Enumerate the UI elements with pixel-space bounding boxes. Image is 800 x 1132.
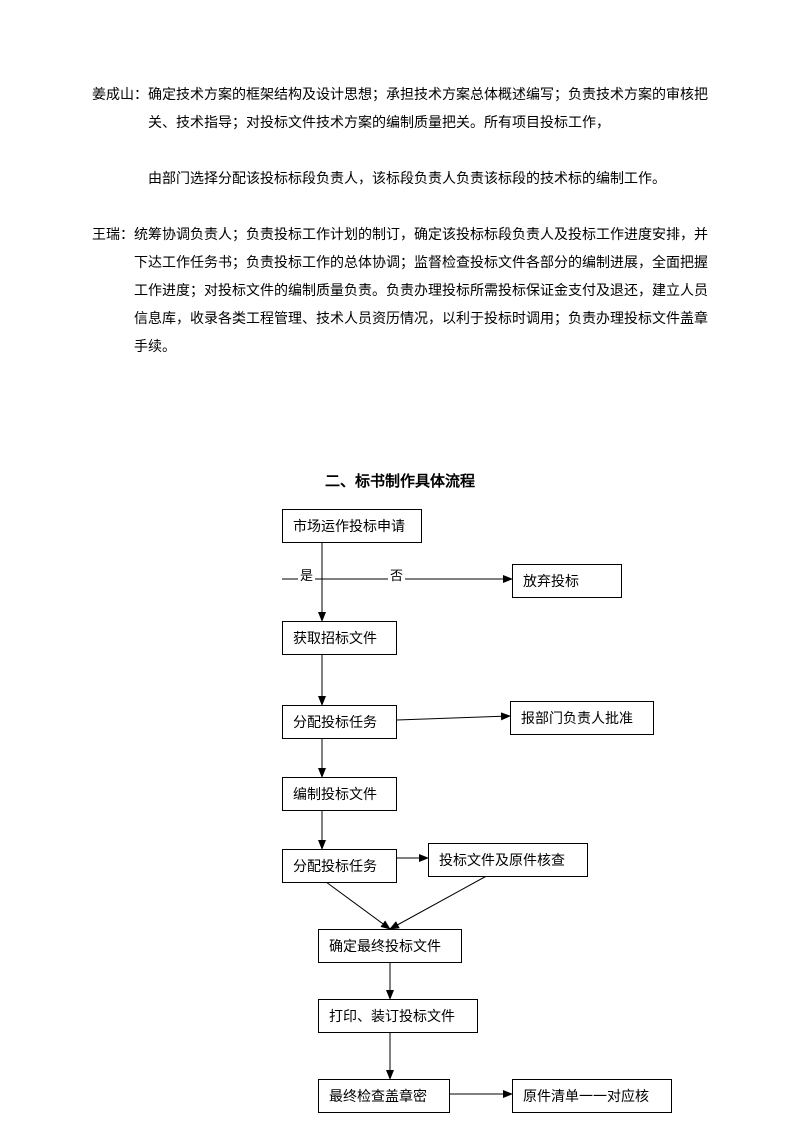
flowchart-node-n4: 分配投标任务: [282, 705, 397, 739]
flowchart-node-n2: 放弃投标: [512, 564, 622, 598]
section-title: 二、标书制作具体流程: [92, 470, 708, 491]
flowchart-edge-4: [397, 716, 510, 720]
flowchart-edge-9: [390, 873, 492, 929]
p2-name: 王瑞：: [92, 222, 134, 362]
flowchart-node-n5: 报部门负责人批准: [510, 701, 654, 735]
flowchart-label-no: 否: [388, 565, 405, 584]
flowchart-node-n9: 确定最终投标文件: [318, 929, 462, 963]
p1-text1: 确定技术方案的框架结构及设计思想；承担技术方案总体概述编写；负责技术方案的审核把…: [148, 82, 708, 138]
p2-text: 统筹协调负责人；负责投标工作计划的制订，确定该投标标段负责人及投标工作进度安排，…: [134, 222, 708, 362]
flowchart-container: 市场运作投标申请放弃投标获取招标文件分配投标任务 报部门负责人批准编制投标文件分配…: [92, 509, 708, 1129]
flowchart-edge-8: [322, 879, 390, 929]
flowchart-node-n10: 打印、装订投标文件: [318, 999, 478, 1033]
flowchart-node-n8: 投标文件及原件核查: [428, 843, 588, 877]
flowchart-node-n3: 获取招标文件: [282, 621, 397, 655]
paragraph-2: 王瑞： 统筹协调负责人；负责投标工作计划的制订，确定该投标标段负责人及投标工作进…: [92, 222, 708, 362]
paragraph-1: 姜成山： 确定技术方案的框架结构及设计思想；承担技术方案总体概述编写；负责技术方…: [92, 82, 708, 138]
flowchart-node-n12: 原件清单一一对应核: [512, 1079, 672, 1113]
flowchart-label-yes: 是: [298, 565, 315, 584]
paragraph-1b: 姜成山： 由部门选择分配该投标标段负责人，该标段负责人负责该标段的技术标的编制工…: [92, 166, 708, 194]
flowchart-node-n1: 市场运作投标申请: [282, 509, 422, 543]
p1-name: 姜成山：: [92, 82, 148, 138]
flowchart-node-n7: 分配投标任务: [282, 849, 397, 883]
flowchart-node-n6: 编制投标文件: [282, 777, 397, 811]
flowchart-node-n11: 最终检查盖章密: [318, 1079, 450, 1113]
p1-text2: 由部门选择分配该投标标段负责人，该标段负责人负责该标段的技术标的编制工作。: [148, 166, 666, 194]
flowchart-arrows: [92, 509, 708, 1129]
